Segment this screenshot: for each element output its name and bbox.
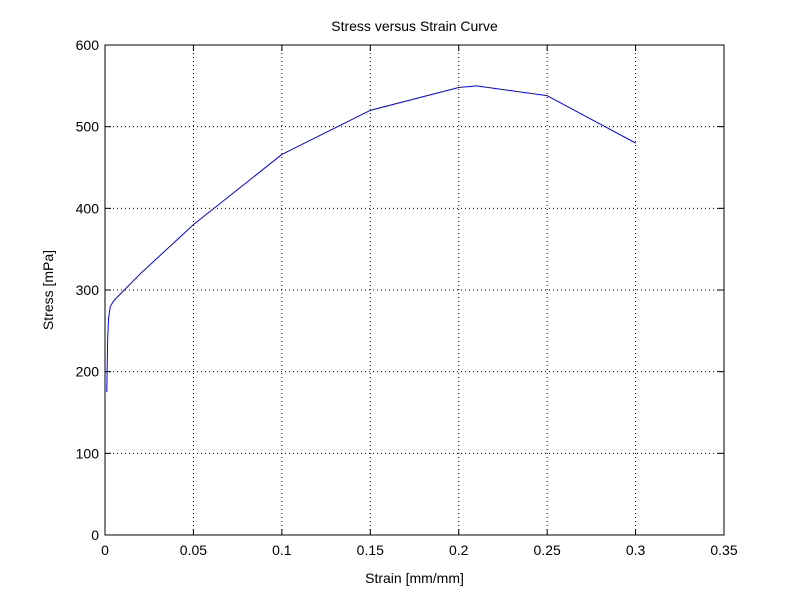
x-tick-label: 0.15 [357, 542, 384, 558]
x-tick-label: 0.35 [710, 542, 737, 558]
x-tick-label: 0.1 [272, 542, 292, 558]
y-tick-label: 100 [76, 445, 100, 461]
chart-title: Stress versus Strain Curve [331, 18, 498, 34]
y-tick-label: 500 [76, 119, 100, 135]
x-tick-label: 0.05 [180, 542, 207, 558]
ticks [104, 44, 725, 536]
x-axis-label: Strain [mm/mm] [365, 570, 464, 586]
x-tick-label: 0.2 [449, 542, 469, 558]
y-tick-labels: 0 100 200 300 400 500 600 [76, 37, 100, 543]
y-axis-label: Stress [mPa] [40, 250, 56, 330]
x-tick-label: 0 [101, 542, 109, 558]
series-line [106, 85, 636, 393]
y-tick-label: 400 [76, 200, 100, 216]
y-tick-label: 600 [76, 37, 100, 53]
y-tick-label: 0 [91, 527, 99, 543]
y-tick-label: 200 [76, 364, 100, 380]
x-tick-label: 0.25 [534, 542, 561, 558]
x-tick-labels: 0 0.05 0.1 0.15 0.2 0.25 0.3 0.35 [101, 542, 738, 558]
series-group [106, 85, 636, 393]
grid [105, 45, 724, 535]
y-tick-label: 300 [76, 282, 100, 298]
x-tick-label: 0.3 [626, 542, 646, 558]
plot-area [104, 44, 725, 536]
